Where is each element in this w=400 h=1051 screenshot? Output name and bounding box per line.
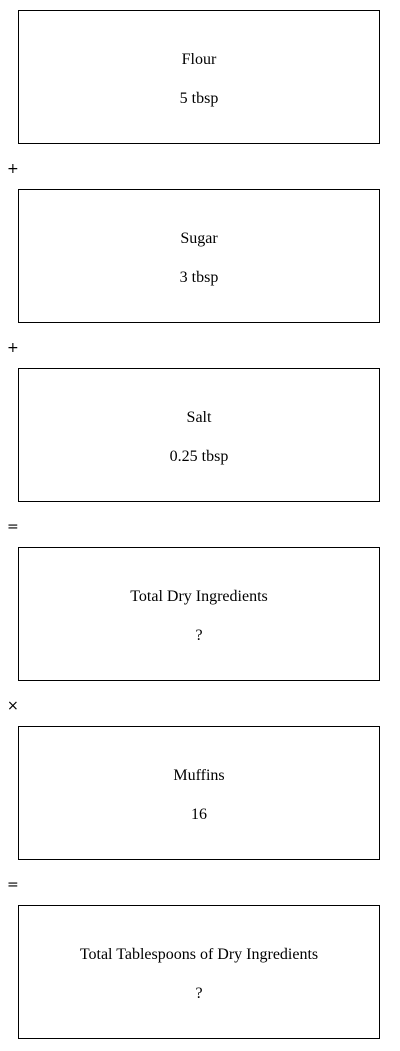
- sugar-value: 3 tbsp: [179, 269, 219, 286]
- muffins-label: Muffins: [173, 767, 225, 784]
- total-dry-ingredients-label: Total Dry Ingredients: [130, 588, 268, 605]
- multiply-operator: ×: [7, 698, 19, 714]
- plus-operator: +: [7, 161, 19, 177]
- flour-value: 5 tbsp: [179, 90, 219, 107]
- total-dry-ingredients-value: ?: [195, 627, 203, 644]
- total-tablespoons-box: Total Tablespoons of Dry Ingredients ?: [18, 905, 380, 1039]
- total-dry-ingredients-box: Total Dry Ingredients ?: [18, 547, 380, 681]
- flour-box: Flour 5 tbsp: [18, 10, 380, 144]
- flour-label: Flour: [181, 51, 217, 68]
- sugar-label: Sugar: [180, 230, 218, 247]
- muffins-box: Muffins 16: [18, 726, 380, 860]
- salt-value: 0.25 tbsp: [169, 448, 229, 465]
- salt-label: Salt: [186, 409, 212, 426]
- total-tablespoons-value: ?: [195, 985, 203, 1002]
- salt-box: Salt 0.25 tbsp: [18, 368, 380, 502]
- sugar-box: Sugar 3 tbsp: [18, 189, 380, 323]
- total-tablespoons-label: Total Tablespoons of Dry Ingredients: [79, 946, 319, 963]
- plus-operator: +: [7, 340, 19, 356]
- muffins-value: 16: [191, 806, 207, 823]
- equals-operator: =: [7, 519, 19, 535]
- equals-operator: =: [7, 877, 19, 893]
